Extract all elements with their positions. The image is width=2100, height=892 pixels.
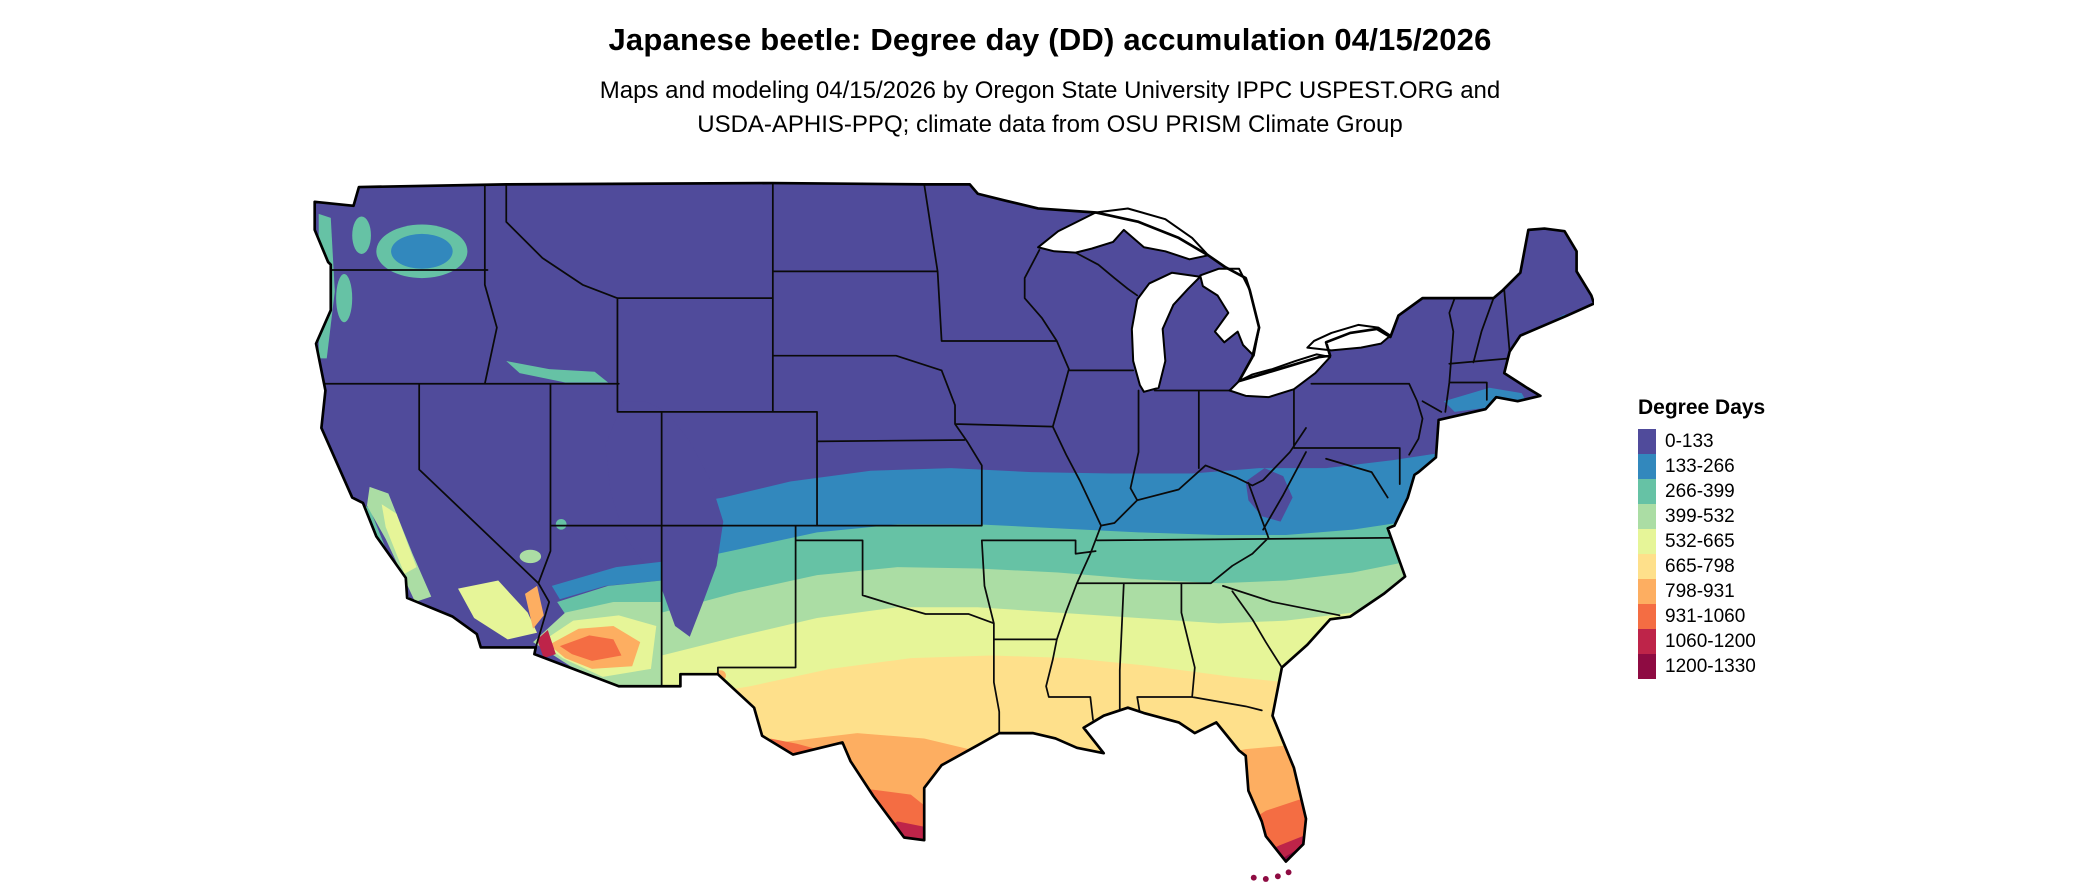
st-george-spot — [555, 518, 567, 530]
legend-label: 0-133 — [1665, 430, 1714, 452]
new-england-coast-blue — [1443, 387, 1528, 412]
legend-swatch — [1638, 604, 1656, 629]
legend-label: 1200-1330 — [1665, 655, 1756, 677]
header: Japanese beetle: Degree day (DD) accumul… — [0, 22, 2100, 142]
legend-label: 1060-1200 — [1665, 630, 1756, 652]
dd-band-931-1060 — [830, 789, 1594, 862]
legend-label: 399-532 — [1665, 505, 1735, 527]
us-map-svg — [313, 181, 1594, 882]
legend: Degree Days 0-133 133-266 266-399 399-53… — [1638, 396, 1765, 679]
legend-swatch — [1638, 479, 1656, 504]
legend-label: 665-798 — [1665, 555, 1735, 577]
snake-river-plain — [506, 361, 609, 383]
us-degree-day-map — [308, 171, 1594, 883]
las-vegas-valley — [519, 549, 542, 564]
florida-keys — [1250, 869, 1292, 882]
arizona-rim-teal — [557, 580, 662, 619]
legend-label: 532-665 — [1665, 530, 1735, 552]
page-title: Japanese beetle: Degree day (DD) accumul… — [608, 22, 1492, 57]
lake-huron — [1199, 267, 1261, 357]
state-borders — [320, 183, 1511, 734]
dd-band-1060-1200 — [870, 821, 1594, 862]
legend-label: 931-1060 — [1665, 605, 1746, 627]
legend-swatch — [1638, 504, 1656, 529]
phoenix-hotspot — [559, 635, 622, 661]
legend-items: 0-133 133-266 266-399 399-532 532-665 66… — [1638, 429, 1765, 679]
florida-keys-dot — [1250, 874, 1257, 881]
legend-swatch — [1638, 529, 1656, 554]
degree-day-fills — [314, 183, 1594, 862]
legend-swatch — [1638, 629, 1656, 654]
columbia-basin-blue — [391, 233, 453, 269]
legend-swatch — [1638, 429, 1656, 454]
legend-item: 0-133 — [1638, 429, 1765, 454]
dd-band-798-931 — [723, 733, 1594, 862]
legend-item: 1200-1330 — [1638, 654, 1765, 679]
legend-item: 399-532 — [1638, 504, 1765, 529]
colorado-river-valley — [525, 585, 544, 629]
legend-item: 266-399 — [1638, 479, 1765, 504]
rockies-purple-overlay — [605, 401, 724, 637]
willamette-valley — [336, 274, 353, 323]
arizona-rim-blue — [551, 561, 662, 600]
legend-item: 1060-1200 — [1638, 629, 1765, 654]
lake-erie — [1228, 353, 1332, 399]
legend-item: 133-266 — [1638, 454, 1765, 479]
legend-label: 133-266 — [1665, 455, 1735, 477]
yuma-hotspot — [537, 630, 556, 659]
mojave-desert — [458, 580, 538, 640]
subtitle-line-2: USDA-APHIS-PPQ; climate data from OSU PR… — [697, 111, 1403, 138]
florida-keys-dot — [1262, 876, 1269, 882]
legend-item: 665-798 — [1638, 554, 1765, 579]
legend-item: 931-1060 — [1638, 604, 1765, 629]
florida-keys-dot — [1285, 869, 1292, 876]
subtitle-line-1: Maps and modeling 04/15/2026 by Oregon S… — [599, 77, 1501, 104]
legend-item: 798-931 — [1638, 579, 1765, 604]
dd-band-665-798 — [669, 655, 1594, 862]
legend-swatch — [1638, 654, 1656, 679]
us-outline — [313, 181, 1594, 863]
legend-swatch — [1638, 454, 1656, 479]
legend-title: Degree Days — [1638, 396, 1766, 419]
central-valley-core — [381, 504, 417, 574]
lake-michigan — [1130, 271, 1202, 393]
page-subtitle: Maps and modeling 04/15/2026 by Oregon S… — [0, 74, 2100, 142]
puget-lowland — [352, 216, 371, 254]
legend-swatch — [1638, 579, 1656, 604]
legend-label: 266-399 — [1665, 480, 1735, 502]
legend-swatch — [1638, 554, 1656, 579]
lake-superior — [1037, 207, 1210, 261]
legend-item: 532-665 — [1638, 529, 1765, 554]
florida-keys-dot — [1274, 873, 1281, 880]
legend-label: 798-931 — [1665, 580, 1735, 602]
dd-band-1200-1330 — [1279, 845, 1594, 862]
